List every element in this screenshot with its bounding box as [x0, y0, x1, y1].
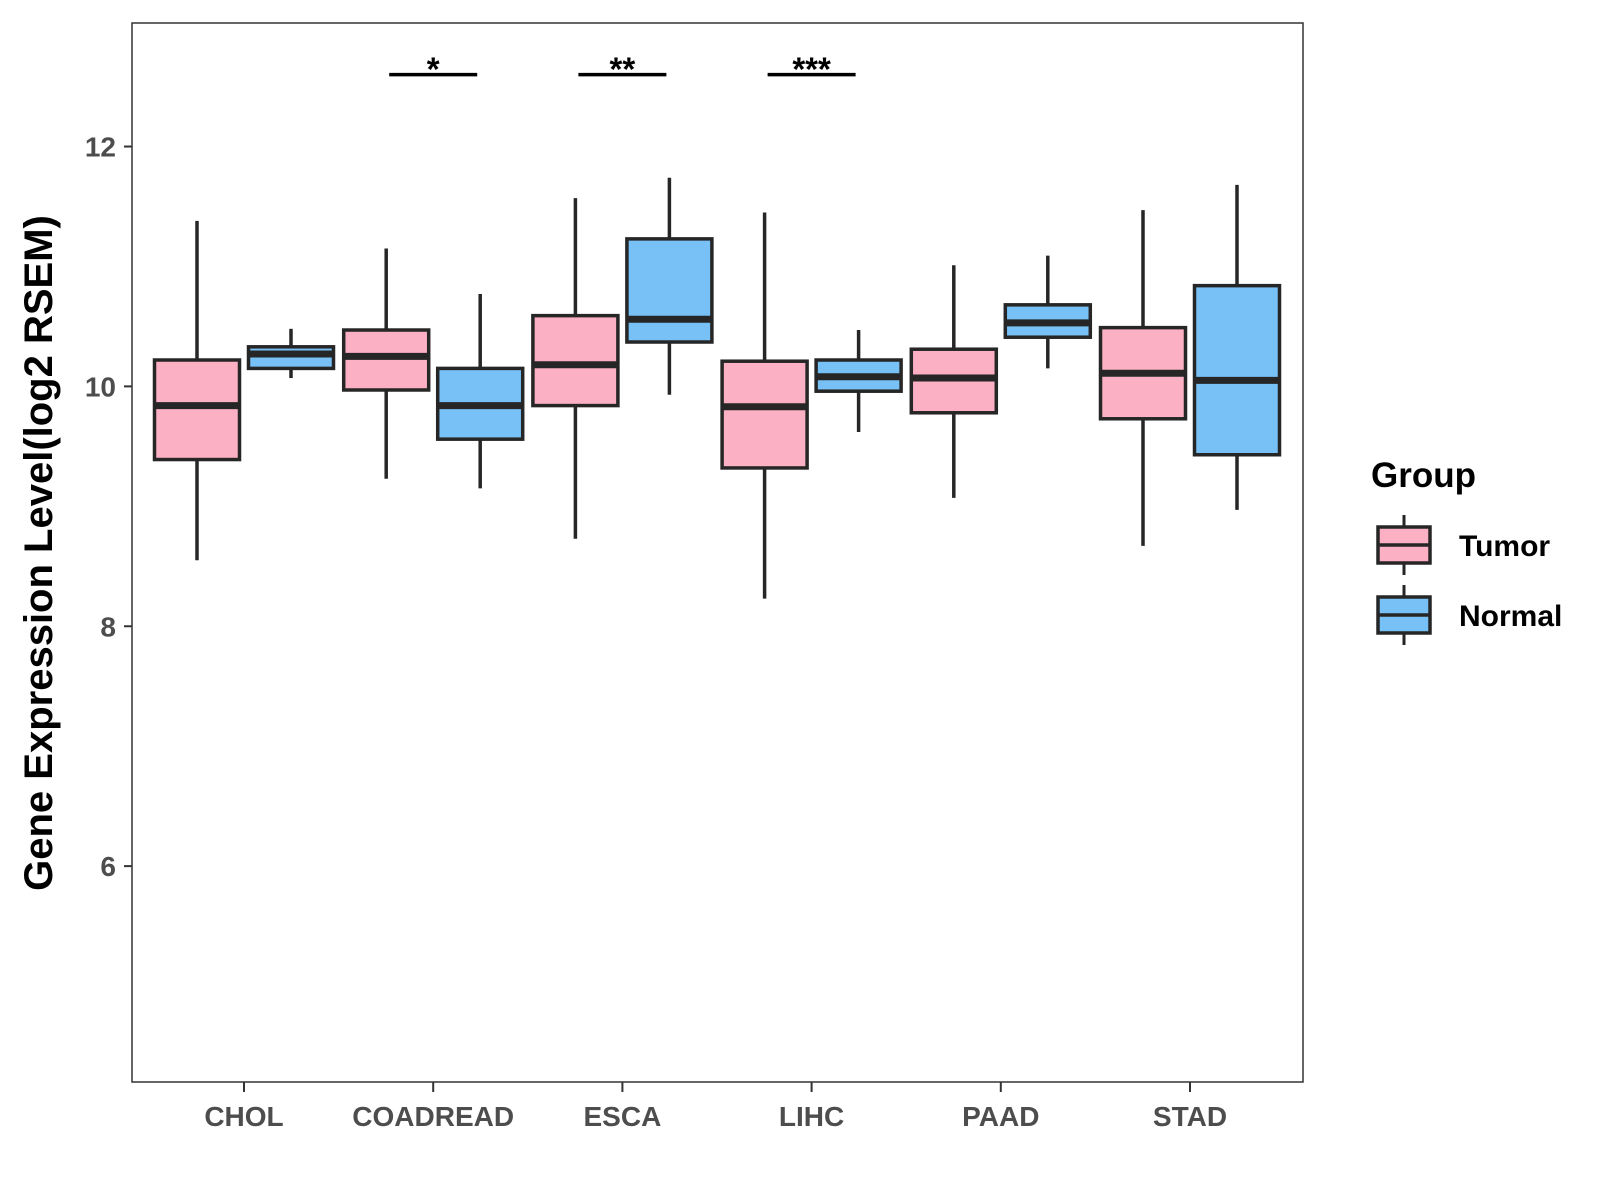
- x-tick-label: STAD: [1153, 1101, 1227, 1132]
- legend-item-tumor: Tumor: [1376, 515, 1550, 575]
- y-axis-title: Gene Expression Level(log2 RSEM): [17, 215, 61, 891]
- x-tick-label: CHOL: [204, 1101, 283, 1132]
- x-tick-label: ESCA: [584, 1101, 662, 1132]
- box-tumor-lihc: [720, 212, 809, 599]
- box-normal-esca: [625, 177, 714, 395]
- box-tumor-chol: [152, 220, 242, 561]
- significance-lihc: ***: [767, 51, 856, 88]
- y-tick-label: 6: [100, 851, 116, 882]
- box-normal-chol: [246, 328, 336, 378]
- x-tick-label: LIHC: [779, 1101, 844, 1132]
- box-body: [1192, 283, 1282, 457]
- box-tumor-coadread: [341, 248, 431, 479]
- box-body: [246, 345, 336, 371]
- legend-label: Normal: [1459, 600, 1562, 633]
- box-body: [625, 237, 714, 344]
- box-normal-lihc: [814, 330, 903, 432]
- axes: 6 8 10 12 CHOL COADREAD ESCA LIHC PAAD STAD: [85, 132, 1227, 1132]
- box-normal-coadread: [435, 294, 525, 489]
- box-body: [531, 313, 620, 408]
- y-tick-label: 12: [85, 132, 116, 163]
- box-tumor-esca: [531, 198, 620, 539]
- box-tumor-stad: [1098, 210, 1188, 546]
- box-body: [341, 328, 431, 392]
- box-normal-paad: [1003, 255, 1093, 369]
- x-tick-label: PAAD: [962, 1101, 1039, 1132]
- significance-coadread: *: [389, 51, 478, 88]
- y-tick-label: 10: [85, 371, 116, 402]
- box-body: [720, 359, 809, 470]
- significance-label: **: [610, 51, 636, 88]
- y-tick-label: 8: [100, 611, 116, 642]
- significance-label: *: [427, 51, 440, 88]
- legend-item-normal: Normal: [1376, 585, 1562, 645]
- legend-label: Tumor: [1459, 530, 1550, 563]
- legend: Group Tumor Normal: [1371, 456, 1562, 645]
- significance-label: ***: [792, 51, 831, 88]
- plot-area: * ** ***: [152, 51, 1282, 599]
- x-tick-label: COADREAD: [352, 1101, 514, 1132]
- significance-esca: **: [578, 51, 667, 88]
- box-normal-stad: [1192, 184, 1282, 510]
- legend-title: Group: [1371, 456, 1476, 495]
- box-body: [152, 358, 242, 462]
- box-tumor-paad: [909, 265, 999, 498]
- panel-border: [131, 22, 1304, 1083]
